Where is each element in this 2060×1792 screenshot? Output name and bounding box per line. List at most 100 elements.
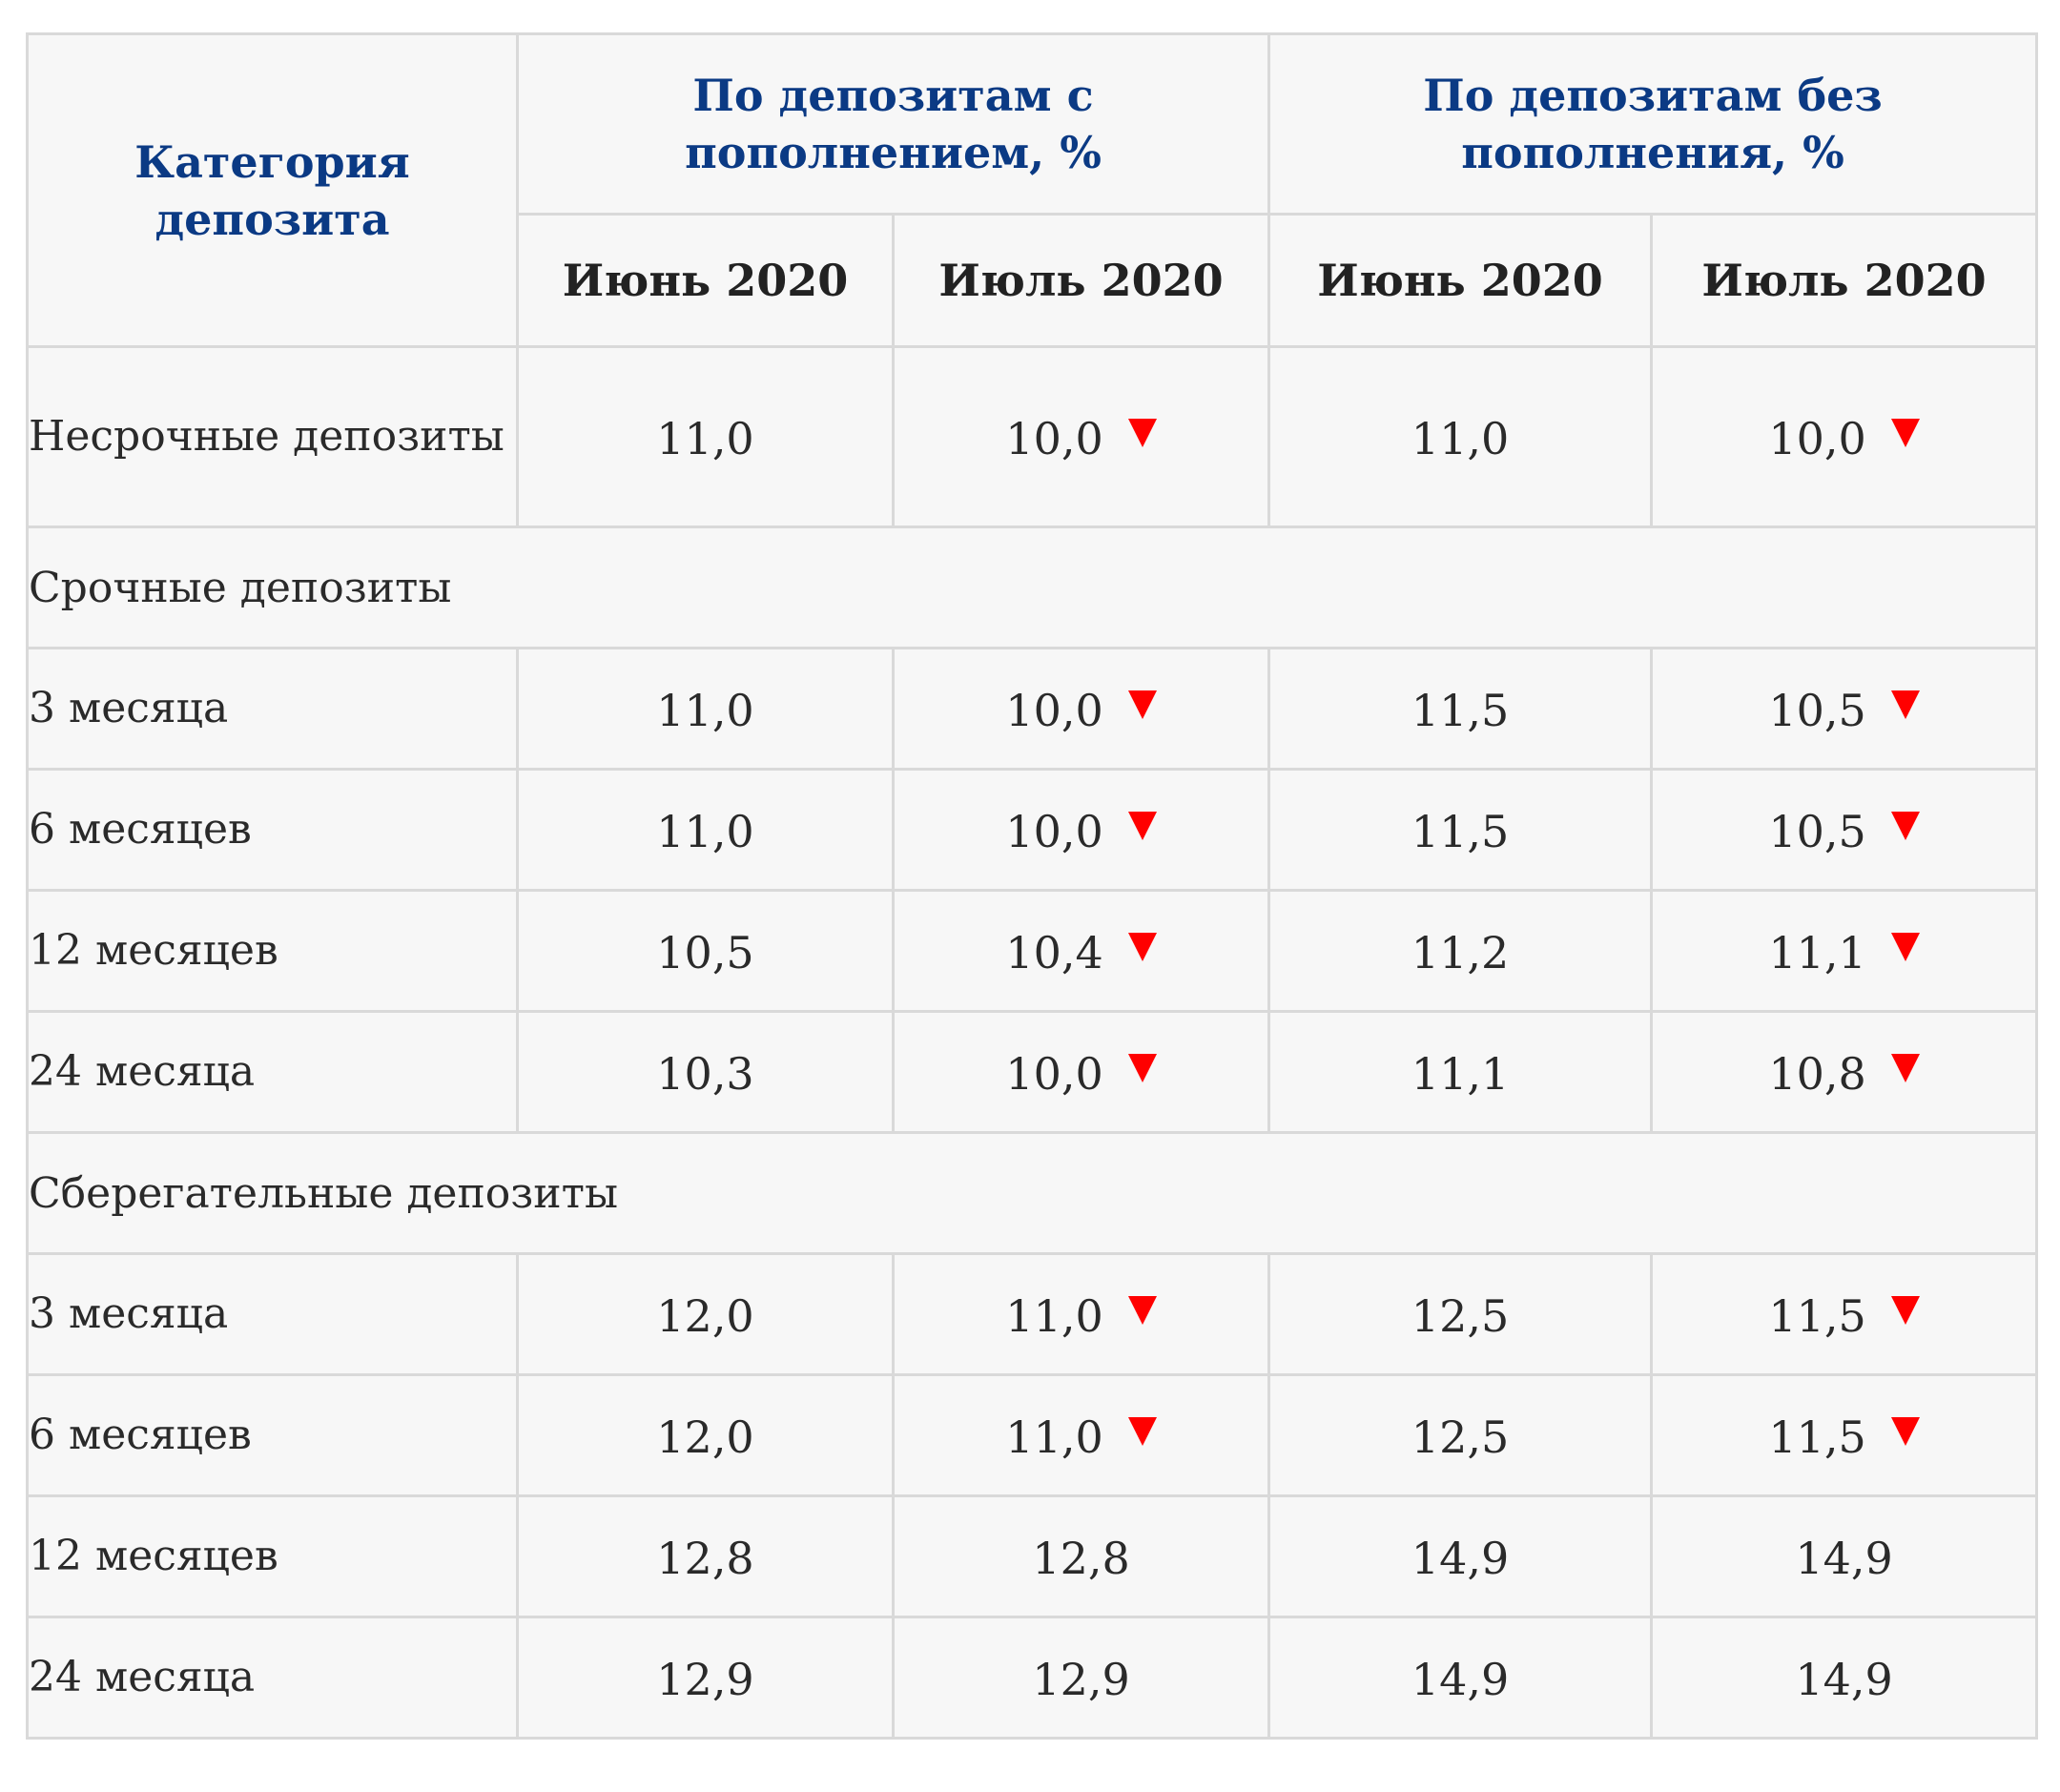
header-with-topup: По депозитам с пополнением, % [515, 32, 1271, 216]
rate-cell: 12,0 [516, 1252, 895, 1376]
rate-value: 11,1 [1411, 1048, 1510, 1100]
table-row: 12 месяцев 12,8 12,8 14,9 14,9 [26, 1494, 2039, 1618]
rate-cell: 10,4 [891, 889, 1271, 1013]
rate-cell: 10,8 [1650, 1010, 2039, 1134]
rate-value: 12,5 [1411, 1411, 1510, 1463]
header-month-july-topup: Июль 2020 [891, 213, 1271, 348]
rate-value: 14,9 [1411, 1533, 1510, 1584]
rate-cell: 14,9 [1267, 1494, 1654, 1618]
rate-cell: 11,5 [1267, 647, 1654, 771]
row-label: 3 месяца [26, 1252, 519, 1376]
rate-value: 11,5 [1768, 1290, 1866, 1342]
rate-cell: 12,8 [516, 1494, 895, 1618]
rate-value: 10,0 [1005, 806, 1103, 857]
down-arrow-icon [1890, 1296, 1920, 1325]
rate-cell: 12,9 [891, 1616, 1271, 1740]
rate-value: 12,8 [1032, 1533, 1130, 1584]
row-label: 12 месяцев [26, 1494, 519, 1618]
rate-cell: 14,9 [1650, 1494, 2039, 1618]
rate-cell: 10,0 [891, 768, 1271, 892]
table-row: 6 месяцев 12,0 11,0 12,5 11,5 [26, 1373, 2039, 1497]
rate-value: 10,0 [1005, 413, 1103, 464]
row-label: 24 месяца [26, 1616, 519, 1740]
rate-cell: 11,5 [1267, 768, 1654, 892]
row-label: 12 месяцев [26, 889, 519, 1013]
down-arrow-icon [1127, 1054, 1157, 1082]
rate-cell: 12,5 [1267, 1252, 1654, 1376]
deposit-rates-table: Категория депозита По депозитам с пополн… [25, 32, 2039, 1740]
rate-value: 10,3 [656, 1048, 754, 1100]
table-row: 24 месяца 12,9 12,9 14,9 14,9 [26, 1616, 2039, 1740]
rate-value: 12,9 [1032, 1654, 1130, 1705]
rate-value: 10,5 [1768, 685, 1866, 736]
rate-value: 11,5 [1768, 1411, 1866, 1463]
rate-cell: 10,0 [891, 1010, 1271, 1134]
rate-value: 10,0 [1005, 685, 1103, 736]
rate-cell: 10,5 [1650, 647, 2039, 771]
rate-value: 12,0 [656, 1411, 754, 1463]
down-arrow-icon [1127, 1417, 1157, 1446]
rate-cell: 12,9 [516, 1616, 895, 1740]
rate-value: 11,0 [1411, 413, 1510, 464]
rate-value: 11,2 [1411, 927, 1510, 978]
rate-cell: 11,0 [516, 768, 895, 892]
rate-value: 10,4 [1005, 927, 1103, 978]
rate-cell: 12,8 [891, 1494, 1271, 1618]
rate-cell: 10,0 [891, 345, 1271, 528]
table-row: 24 месяца 10,3 10,0 11,1 10,8 [26, 1010, 2039, 1134]
rate-value: 10,0 [1768, 413, 1866, 464]
down-arrow-icon [1890, 690, 1920, 719]
rate-value: 10,5 [656, 927, 754, 978]
row-label: 3 месяца [26, 647, 519, 771]
rate-cell: 11,0 [516, 647, 895, 771]
down-arrow-icon [1890, 419, 1920, 447]
rate-cell: 11,5 [1650, 1373, 2039, 1497]
section-title-term: Срочные депозиты [25, 525, 2039, 649]
row-label: 24 месяца [26, 1010, 519, 1134]
table-row: 6 месяцев 11,0 10,0 11,5 10,5 [26, 768, 2039, 892]
rate-value: 14,9 [1795, 1533, 1893, 1584]
header-category: Категория депозита [26, 32, 519, 348]
header-month-june-topup: Июнь 2020 [516, 213, 895, 348]
header-row-groups: Категория депозита По депозитам с пополн… [26, 32, 2039, 348]
rate-cell: 10,3 [516, 1010, 895, 1134]
rate-value: 11,0 [656, 413, 754, 464]
down-arrow-icon [1127, 690, 1157, 719]
rate-cell: 11,0 [516, 345, 895, 528]
down-arrow-icon [1890, 812, 1920, 840]
rate-value: 10,5 [1768, 806, 1866, 857]
header-month-july-no-topup: Июль 2020 [1650, 213, 2039, 348]
down-arrow-icon [1127, 933, 1157, 961]
rate-cell: 12,5 [1267, 1373, 1654, 1497]
header-without-topup: По депозитам без пополнения, % [1267, 32, 2039, 216]
section-row-savings: Сберегательные депозиты [25, 1131, 2039, 1255]
rate-value: 11,5 [1411, 806, 1510, 857]
section-title-savings: Сберегательные депозиты [25, 1131, 2039, 1255]
header-month-june-no-topup: Июнь 2020 [1267, 213, 1654, 348]
rate-cell: 14,9 [1267, 1616, 1654, 1740]
rate-cell: 11,5 [1650, 1252, 2039, 1376]
rate-value: 10,8 [1768, 1048, 1866, 1100]
rate-cell: 10,0 [1650, 345, 2039, 528]
rate-value: 11,0 [1005, 1411, 1103, 1463]
rate-value: 11,0 [1005, 1290, 1103, 1342]
section-row-term: Срочные депозиты [25, 525, 2039, 649]
table-row-demand: Несрочные депозиты 11,0 10,0 11,0 10,0 [26, 345, 2039, 528]
rate-value: 14,9 [1795, 1654, 1893, 1705]
rate-value: 11,1 [1768, 927, 1866, 978]
down-arrow-icon [1890, 933, 1920, 961]
row-label: Несрочные депозиты [26, 345, 519, 528]
table-row: 3 месяца 12,0 11,0 12,5 11,5 [26, 1252, 2039, 1376]
rate-value: 12,5 [1411, 1290, 1510, 1342]
rate-cell: 10,5 [1650, 768, 2039, 892]
rate-cell: 11,1 [1650, 889, 2039, 1013]
rate-value: 12,8 [656, 1533, 754, 1584]
header-row-months: Июнь 2020 Июль 2020 Июнь 2020 Июль 2020 [28, 213, 2039, 348]
down-arrow-icon [1127, 419, 1157, 447]
down-arrow-icon [1127, 812, 1157, 840]
rate-cell: 11,0 [891, 1252, 1271, 1376]
rate-cell: 11,1 [1267, 1010, 1654, 1134]
row-label: 6 месяцев [26, 1373, 519, 1497]
table-row: 12 месяцев 10,5 10,4 11,2 11,1 [26, 889, 2039, 1013]
rate-cell: 11,0 [1267, 345, 1654, 528]
